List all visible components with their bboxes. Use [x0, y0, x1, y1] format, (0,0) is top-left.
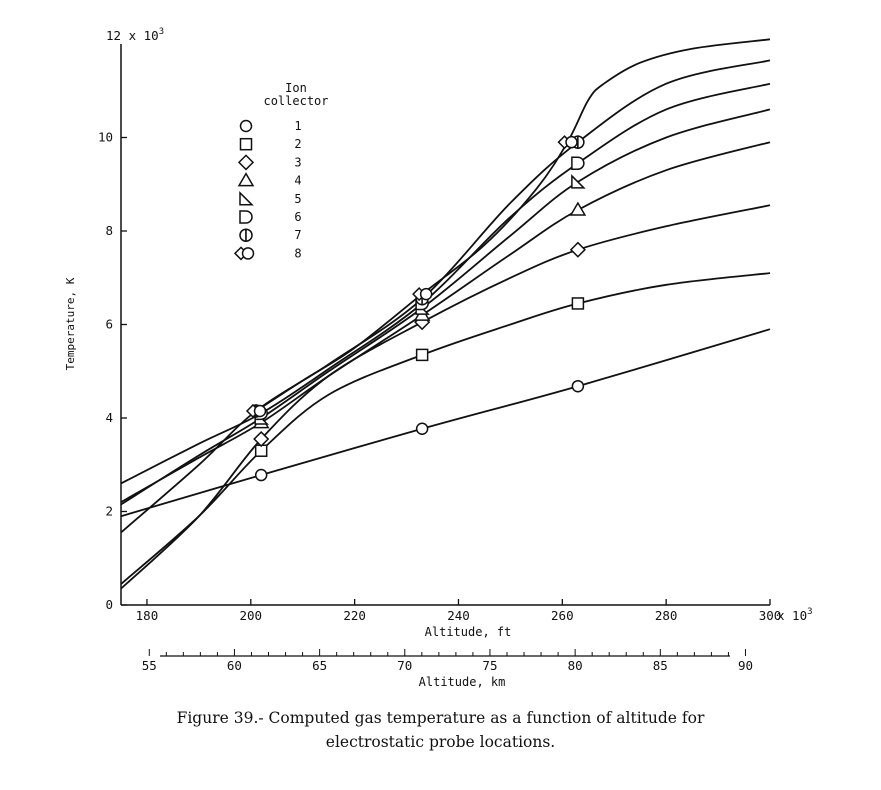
series-3-marker — [569, 241, 586, 258]
caption-line-2: electrostatic probe locations. — [325, 733, 556, 751]
series-1-marker — [254, 468, 268, 482]
x-tick-label: 180 — [136, 608, 159, 623]
legend-title-line1: Ion — [285, 81, 307, 95]
legend-marker-6 — [239, 210, 253, 224]
legend-marker-3 — [237, 154, 255, 171]
series-1-marker — [571, 379, 585, 393]
figure-caption: Figure 39.- Computed gas temperature as … — [0, 706, 881, 754]
legend-label-6: 6 — [294, 210, 301, 224]
legend-marker-7 — [239, 228, 253, 242]
legend-label-3: 3 — [294, 155, 301, 169]
x-tick-label: 220 — [343, 608, 366, 623]
y-multiplier: 12 x 103 — [106, 27, 164, 43]
series-4-line — [120, 141, 771, 503]
km-tick-label: 60 — [227, 658, 242, 673]
km-tick-label: 80 — [568, 658, 583, 673]
x-tick-label: 200 — [240, 608, 263, 623]
km-tick-label: 85 — [653, 658, 668, 673]
legend-label-7: 7 — [294, 228, 301, 242]
series-2-line — [120, 272, 771, 585]
km-tick-label: 55 — [142, 658, 157, 673]
series-8-marker — [245, 403, 267, 419]
series-7-line — [120, 59, 771, 534]
x-tick-label: 260 — [551, 608, 574, 623]
series-5-marker — [571, 174, 586, 189]
series-8-marker — [557, 135, 578, 150]
series-3-marker — [253, 430, 270, 448]
x-axis-label: Altitude, ft — [425, 625, 512, 639]
y-tick-label: 6 — [105, 317, 113, 332]
legend-label-5: 5 — [294, 192, 301, 206]
y-axis-label: Temperature, K — [64, 277, 77, 370]
series-8-marker — [412, 287, 433, 302]
legend-marker-4 — [237, 172, 255, 187]
legend-marker-2 — [239, 137, 253, 151]
legend-label-2: 2 — [294, 137, 301, 151]
series-6-marker — [571, 156, 585, 170]
legend-marker-5 — [239, 190, 254, 206]
caption-line-1: Figure 39.- Computed gas temperature as … — [176, 709, 705, 727]
km-tick-label: 90 — [738, 658, 753, 673]
series-4-marker — [569, 201, 587, 216]
km-tick-label: 65 — [312, 658, 327, 673]
km-tick-label: 75 — [482, 658, 497, 673]
legend-label-8: 8 — [294, 246, 301, 260]
series-3-line — [120, 204, 771, 590]
legend-label-1: 1 — [294, 119, 301, 133]
legend-marker-8 — [233, 246, 255, 261]
chart: 12 x 103 x 103 Temperature, K Altitude, … — [64, 27, 813, 689]
series-2-marker — [415, 348, 429, 362]
y-tick-label: 0 — [105, 597, 113, 612]
legend-title-line2: collector — [263, 94, 328, 108]
x-tick-label: 240 — [447, 608, 470, 623]
series-1-line — [120, 328, 771, 518]
y-tick-label: 10 — [98, 130, 113, 145]
series-8-line — [255, 38, 771, 412]
x-tick-label: 280 — [655, 608, 678, 623]
legend-marker-1 — [239, 119, 253, 133]
y-tick-label: 2 — [105, 504, 113, 519]
x-tick-label: 300 — [759, 608, 782, 623]
x-multiplier: x 103 — [777, 607, 813, 623]
legend: Ion collector 1 2 3 4 5 6 7 8 — [233, 81, 329, 261]
y-tick-label: 8 — [105, 223, 113, 238]
series-2-marker — [571, 297, 585, 310]
series-1-marker — [415, 422, 429, 436]
series-6-line — [120, 82, 771, 485]
y-tick-label: 4 — [105, 410, 113, 425]
km-axis-label: Altitude, km — [419, 675, 506, 689]
km-tick-label: 70 — [397, 658, 412, 673]
legend-label-4: 4 — [294, 174, 301, 188]
